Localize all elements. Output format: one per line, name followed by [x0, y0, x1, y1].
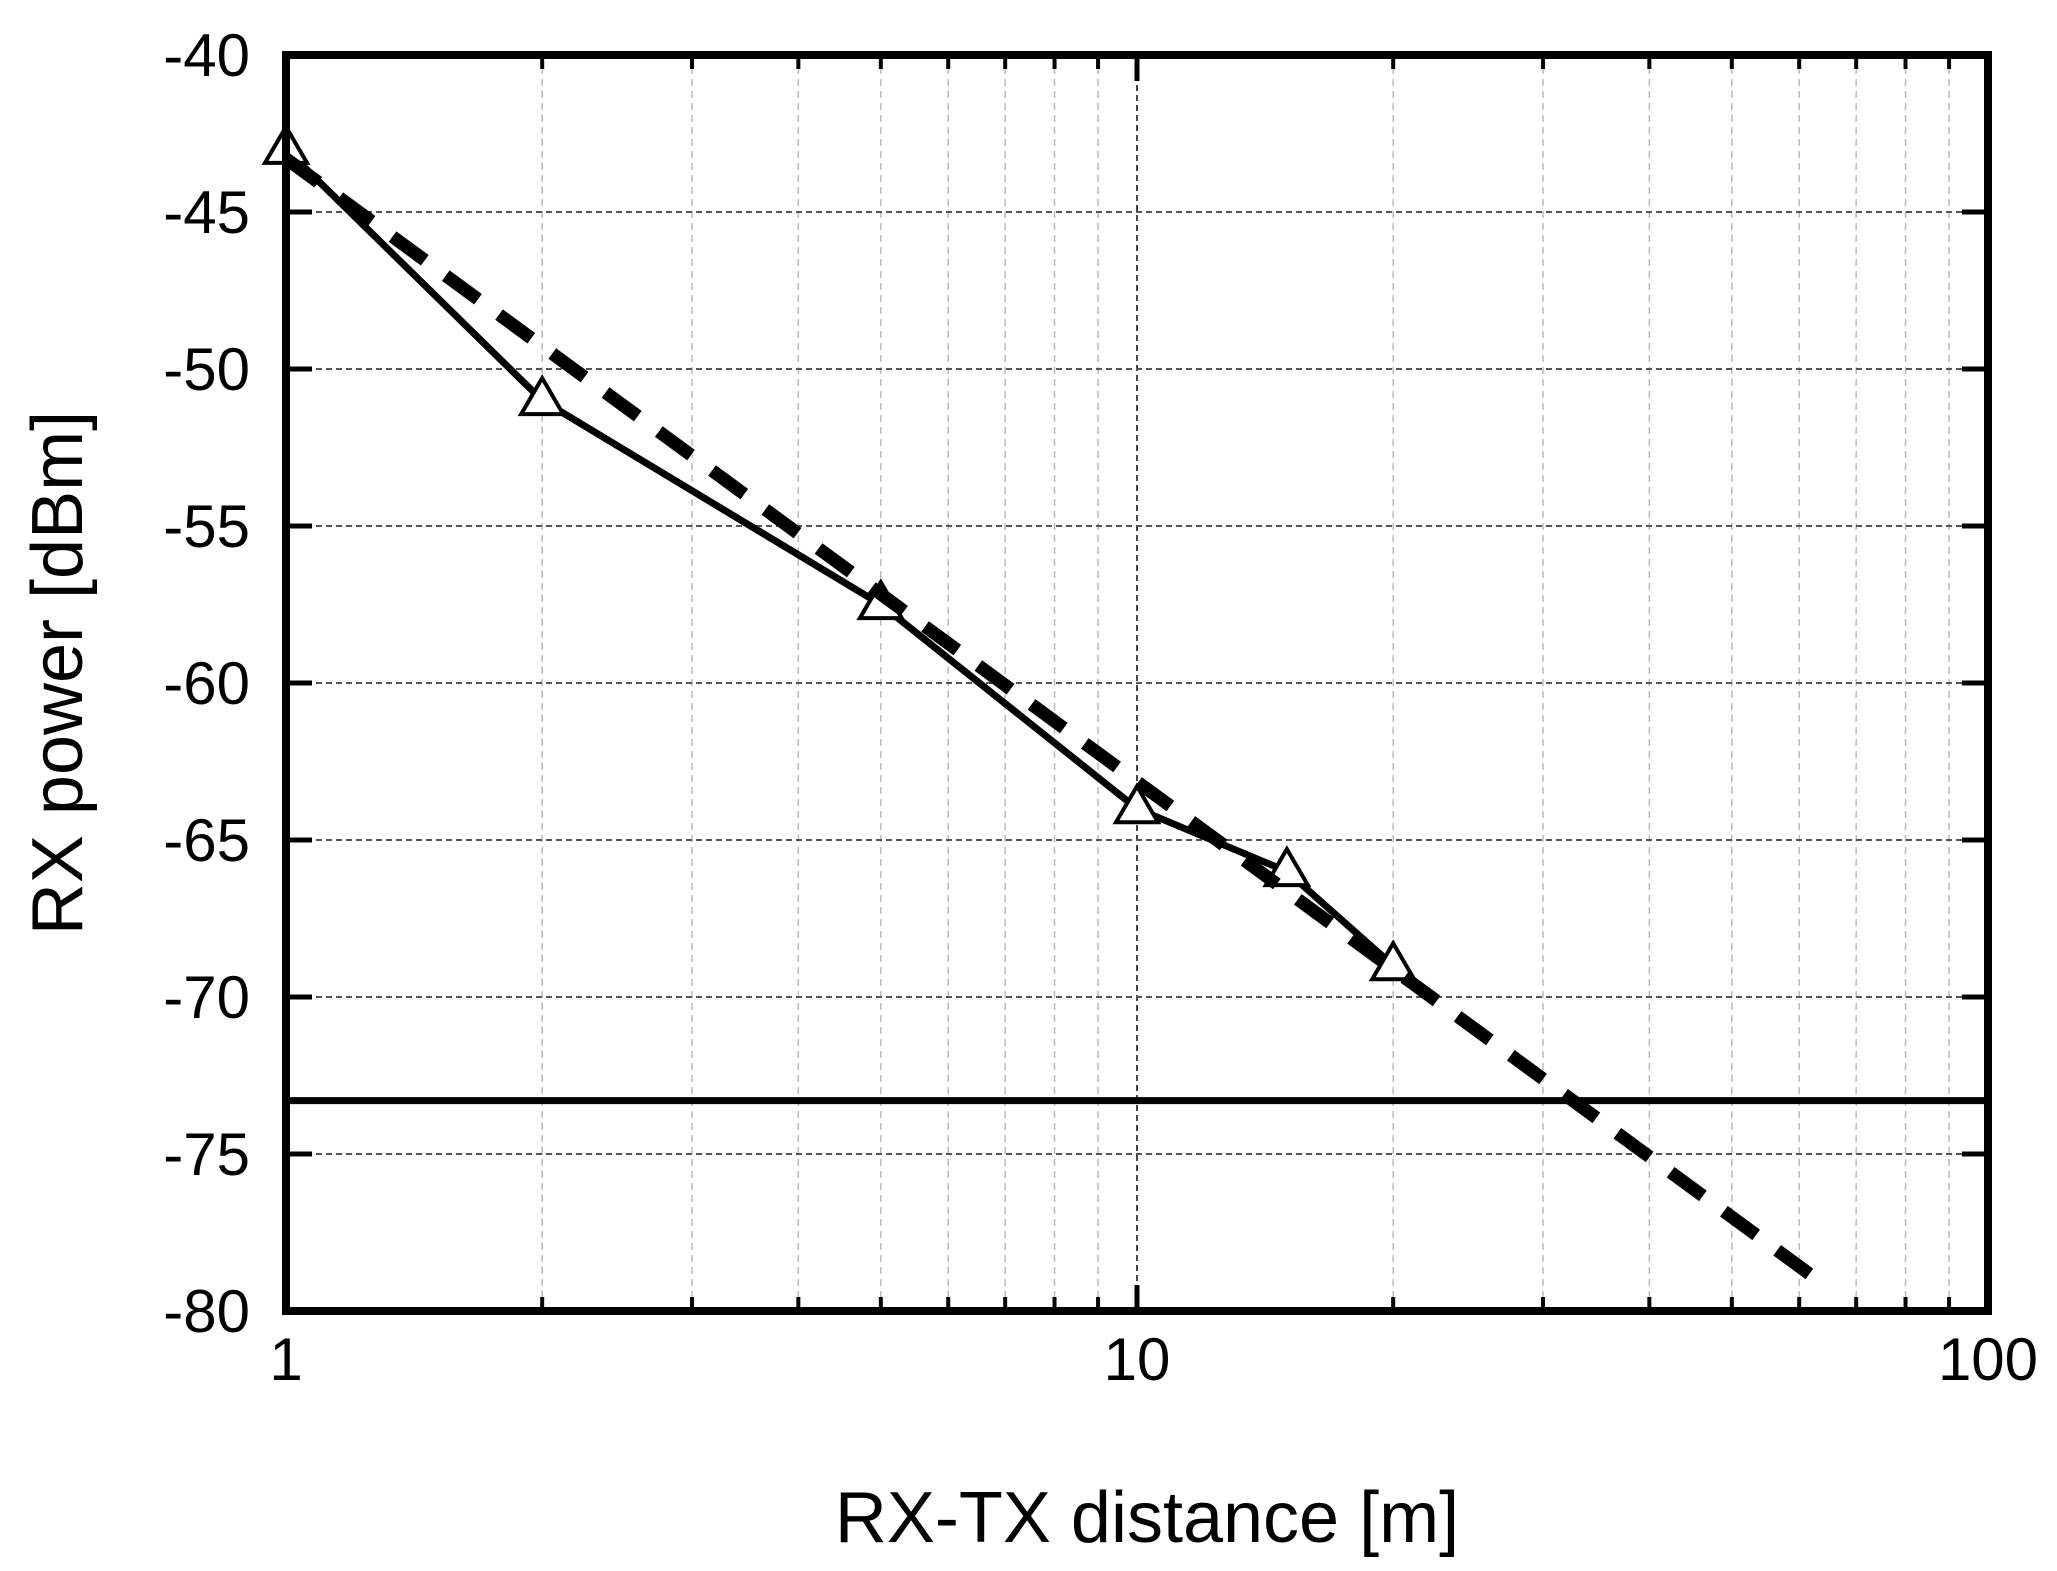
y-axis-label: RX power [dBm] [18, 411, 98, 935]
x-tick-label: 10 [1104, 1326, 1171, 1393]
y-tick-label: -55 [163, 493, 250, 560]
y-tick-label: -50 [163, 336, 250, 403]
y-tick-label: -80 [163, 1278, 250, 1345]
x-tick-label: 1 [269, 1326, 302, 1393]
tick-labels: -40 -45 -50 -55 -60 -65 -70 -75 -80 1 10 100 [163, 22, 2038, 1393]
y-tick-label: -40 [163, 22, 250, 89]
x-tick-label: 100 [1938, 1326, 2038, 1393]
triangle-marker [1112, 782, 1162, 825]
series-line-dashed [282, 153, 1822, 1285]
triangle-marker [517, 374, 567, 417]
y-tick-label: -65 [163, 807, 250, 874]
y-tick-label: -60 [163, 650, 250, 717]
series-line-solid-with-triangle-markers [283, 146, 1396, 969]
series-layer [261, 122, 1988, 1285]
grid [286, 55, 1988, 1311]
y-tick-label: -45 [163, 179, 250, 246]
axis-ticks [283, 52, 1991, 1314]
x-axis-label: RX-TX distance [m] [835, 1478, 1459, 1558]
y-tick-label: -70 [163, 964, 250, 1031]
y-tick-label: -75 [163, 1121, 250, 1188]
